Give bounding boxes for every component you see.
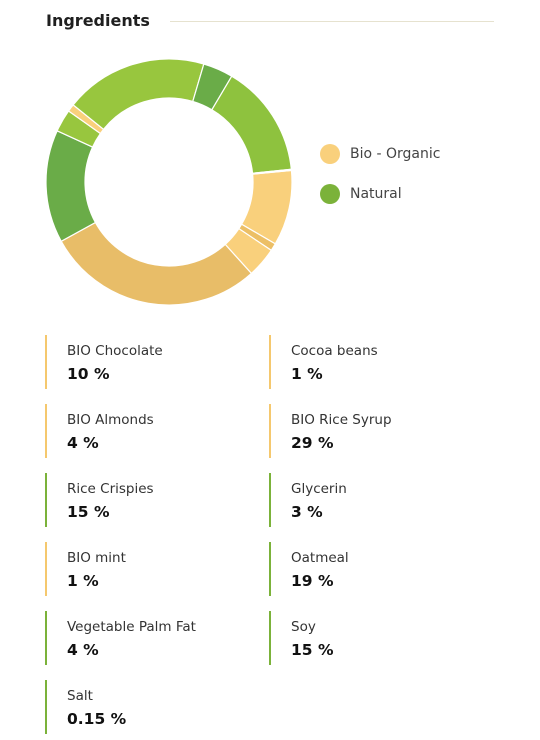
ingredient-name: BIO mint xyxy=(67,550,126,566)
donut-slice xyxy=(72,59,205,131)
ingredient-percentage: 10 % xyxy=(67,365,110,383)
ingredient-name: BIO Almonds xyxy=(67,412,154,428)
ingredient-name: BIO Rice Syrup xyxy=(291,412,392,428)
ingredient-percentage: 15 % xyxy=(67,503,110,521)
ingredient-name: Salt xyxy=(67,688,93,704)
ingredient-item: Salt 0.15 % xyxy=(45,680,269,734)
legend-label-bio-organic: Bio - Organic xyxy=(350,146,441,162)
ingredient-percentage: 4 % xyxy=(67,641,99,659)
donut-slice xyxy=(211,75,292,174)
ingredient-item: Glycerin 3 % xyxy=(269,473,493,527)
ingredients-donut-chart xyxy=(46,59,292,305)
legend-swatch-natural xyxy=(320,184,340,204)
ingredient-name: Vegetable Palm Fat xyxy=(67,619,196,635)
ingredient-item: Vegetable Palm Fat 4 % xyxy=(45,611,269,665)
ingredient-percentage: 3 % xyxy=(291,503,323,521)
ingredient-name: BIO Chocolate xyxy=(67,343,163,359)
donut-slice xyxy=(60,221,253,305)
legend-item-natural: Natural xyxy=(320,183,440,205)
legend-swatch-bio-organic xyxy=(320,144,340,164)
ingredient-item: BIO Rice Syrup 29 % xyxy=(269,404,493,458)
ingredient-item: Oatmeal 19 % xyxy=(269,542,493,596)
ingredient-percentage: 1 % xyxy=(67,572,99,590)
legend-item-bio-organic: Bio - Organic xyxy=(320,143,440,165)
ingredient-percentage: 19 % xyxy=(291,572,334,590)
ingredient-item: Rice Crispies 15 % xyxy=(45,473,269,527)
chart-legend: Bio - Organic Natural xyxy=(320,143,440,223)
ingredient-percentage: 4 % xyxy=(67,434,99,452)
ingredient-item: Cocoa beans 1 % xyxy=(269,335,493,389)
section-header: Ingredients xyxy=(46,8,494,32)
ingredient-name: Oatmeal xyxy=(291,550,349,566)
ingredient-item: BIO Chocolate 10 % xyxy=(45,335,269,389)
ingredient-name: Glycerin xyxy=(291,481,347,497)
ingredient-percentage: 1 % xyxy=(291,365,323,383)
ingredient-name: Rice Crispies xyxy=(67,481,154,497)
donut-slice xyxy=(46,130,97,243)
ingredient-percentage: 29 % xyxy=(291,434,334,452)
legend-label-natural: Natural xyxy=(350,186,402,202)
ingredient-name: Soy xyxy=(291,619,316,635)
ingredient-item: BIO mint 1 % xyxy=(45,542,269,596)
ingredient-percentage: 0.15 % xyxy=(67,710,127,728)
ingredient-item: Soy 15 % xyxy=(269,611,493,665)
section-title: Ingredients xyxy=(46,10,150,30)
ingredient-percentage: 15 % xyxy=(291,641,334,659)
ingredient-name: Cocoa beans xyxy=(291,343,378,359)
header-divider xyxy=(169,20,494,22)
donut-slice xyxy=(251,168,292,175)
ingredient-item: BIO Almonds 4 % xyxy=(45,404,269,458)
ingredient-list: BIO Chocolate 10 % Cocoa beans 1 % BIO Alm… xyxy=(45,335,495,734)
